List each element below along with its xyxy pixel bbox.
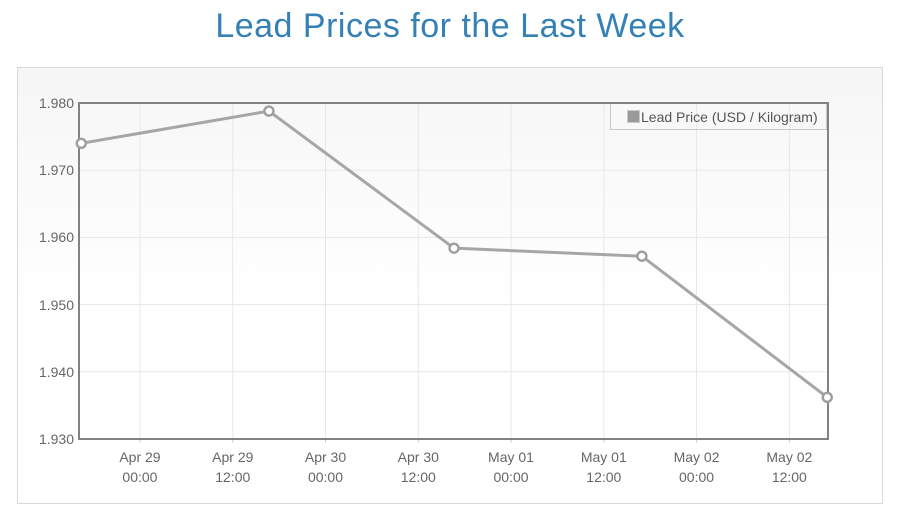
plot-border [78,102,829,440]
legend-swatch-icon [627,110,640,123]
data-point-marker[interactable] [821,391,833,404]
line-chart-plot-area[interactable] [18,68,880,500]
page-title: Lead Prices for the Last Week [215,7,685,45]
data-point-marker[interactable] [263,105,275,117]
data-point-marker[interactable] [636,250,648,262]
chart-panel: 1.930 1.940 1.950 1.960 1.970 1.980 Apr 29 00:… [17,67,883,504]
lead-price-series-line [79,109,829,399]
legend-label: Lead Price (USD / Kilogram) [641,108,818,125]
data-point-marker[interactable] [75,137,87,150]
legend[interactable]: Lead Price (USD / Kilogram) [610,104,827,130]
data-point-marker[interactable] [448,242,460,254]
